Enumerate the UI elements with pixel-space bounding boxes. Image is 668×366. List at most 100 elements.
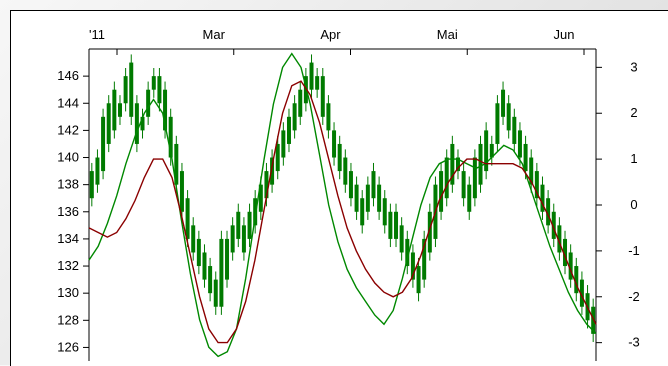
candle-body (270, 157, 275, 185)
candle-body (196, 238, 201, 267)
candle-body (202, 252, 207, 280)
candle-body (309, 62, 314, 90)
candle-body (534, 171, 539, 199)
candle-body (450, 143, 455, 185)
candle-body (478, 143, 483, 185)
candle-body (123, 76, 128, 104)
left-tick-label: 146 (57, 68, 79, 83)
left-tick-label: 134 (57, 231, 79, 246)
candle-body (219, 238, 224, 307)
candle-body (591, 306, 596, 334)
left-tick-label: 138 (57, 177, 79, 192)
candle-body (467, 184, 472, 212)
candle-body (326, 103, 331, 131)
candle-body (540, 184, 545, 212)
candle-body (551, 211, 556, 239)
candle-body (253, 198, 258, 226)
x-tick-label: '11 (89, 27, 105, 42)
x-tick-label: Mar (203, 27, 226, 42)
right-tick-label: 0 (630, 197, 637, 212)
left-tick-label: 144 (57, 95, 79, 110)
candle-body (112, 89, 117, 131)
right-tick-label: -1 (628, 243, 640, 258)
candle-body (484, 130, 489, 172)
candle-body (157, 76, 162, 104)
candle-body (208, 266, 213, 294)
candle-body (247, 211, 252, 239)
candle-body (95, 157, 100, 185)
left-tick-label: 130 (57, 285, 79, 300)
candle-body (101, 116, 106, 172)
candle-body (455, 157, 460, 172)
candle-body (264, 171, 269, 199)
right-tick-label: 1 (630, 151, 637, 166)
candle-body (523, 143, 528, 172)
x-tick-label: Mai (437, 27, 458, 42)
candle-body (286, 116, 291, 144)
right-tick-label: -2 (628, 289, 640, 304)
candle-body (461, 171, 466, 199)
chart-plot: 126 128 130 132 134 136 138 140 142 144 146 3 2 1 0 -1 -… (57, 27, 640, 361)
left-tick-label: 140 (57, 150, 79, 165)
candle-body (574, 266, 579, 294)
candle-body (489, 143, 494, 158)
x-tick-label: Jun (554, 27, 575, 42)
candle-body (258, 184, 263, 212)
candle-body (191, 225, 196, 253)
candle-body (382, 198, 387, 226)
candle-body (179, 171, 184, 212)
left-tick-label: 136 (57, 204, 79, 219)
candle-body (117, 103, 122, 117)
left-tick-label: 132 (57, 258, 79, 273)
candle-body (360, 198, 365, 226)
candle-body (151, 76, 156, 90)
candle-body (213, 279, 218, 307)
candle-body (236, 211, 241, 239)
chart-frame: 126 128 130 132 134 136 138 140 142 144 146 3 2 1 0 -1 -… (10, 10, 668, 366)
candle-body (332, 130, 337, 158)
candle-body (343, 157, 348, 185)
candle-body (501, 89, 506, 117)
candle-body (388, 211, 393, 239)
candle-body (579, 279, 584, 307)
candle-body (174, 143, 179, 185)
candle-body (146, 89, 151, 117)
candle-body (241, 225, 246, 253)
candle-body (506, 103, 511, 131)
candle-body (377, 184, 382, 212)
candle-body (134, 103, 139, 144)
candle-body (444, 157, 449, 199)
left-tick-label: 142 (57, 122, 79, 137)
candle-body (292, 103, 297, 131)
candle-body (439, 171, 444, 212)
candle-body (546, 198, 551, 226)
candle-body (230, 225, 235, 253)
candle-body (495, 103, 500, 144)
right-tick-label: 3 (630, 59, 637, 74)
candle-body (185, 198, 190, 239)
candle-body (399, 225, 404, 253)
candle-body (106, 103, 111, 144)
candle-body (427, 211, 432, 253)
candle-body (563, 238, 568, 267)
candle-body (168, 116, 173, 158)
candle-body (371, 171, 376, 199)
candle-body (568, 252, 573, 280)
candle-body (517, 130, 522, 158)
candle-body (129, 62, 134, 117)
candle-body (405, 238, 410, 267)
candle-body (557, 225, 562, 253)
candle-body (472, 157, 477, 199)
candle-body (320, 76, 325, 117)
candle-body (529, 157, 534, 185)
candle-body (394, 211, 399, 239)
oscillator-line-1 (88, 52, 597, 358)
candle-body (512, 116, 517, 144)
candle-body (298, 89, 303, 117)
oscillator-line-2 (88, 80, 597, 344)
right-tick-label: 2 (630, 105, 637, 120)
candle-body (365, 184, 370, 212)
candle-body (281, 130, 286, 158)
candle-body (225, 238, 230, 280)
candle-body (140, 116, 145, 131)
